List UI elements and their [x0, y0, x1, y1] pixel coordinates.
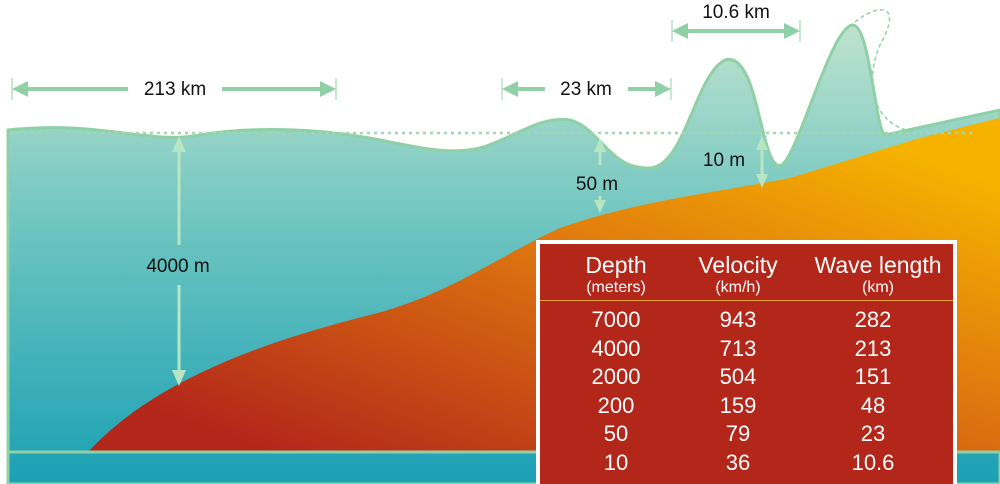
- wavelength-cell: 23: [860, 421, 886, 446]
- column-header-velocity: Velocity (km/h): [668, 252, 808, 298]
- table-row: 2000 504 151: [540, 363, 953, 392]
- column-title: Velocity: [698, 252, 778, 278]
- wavelength-cell: 10.6: [851, 449, 895, 475]
- table-body: 7000 943 282 4000 713 213 2000 504 151 2…: [540, 306, 953, 477]
- wavelength-cell: 213: [854, 335, 892, 361]
- depth-arrow-shallow: [756, 136, 768, 188]
- velocity-cell: 36: [725, 449, 751, 475]
- depth-cell: 2000: [591, 364, 641, 389]
- wavelength-arrow-coast: [671, 20, 801, 42]
- wavelength-arrow-shallow: [501, 78, 672, 100]
- depth-arrow-deep: [172, 136, 186, 386]
- velocity-cell: 79: [725, 421, 751, 446]
- column-header-depth: Depth (meters): [546, 252, 686, 298]
- table-row: 50 79 23: [540, 420, 953, 449]
- table-row: 4000 713 213: [540, 335, 953, 364]
- depth-cell: 4000: [591, 335, 641, 361]
- depth-label-mid: 50 m: [576, 174, 618, 195]
- depth-arrow-mid: [594, 138, 606, 213]
- wavelength-cell: 282: [854, 307, 892, 332]
- wavelength-cell: 48: [860, 392, 886, 418]
- table-row: 10 36 10.6: [540, 449, 953, 478]
- column-unit: (km/h): [715, 279, 761, 296]
- table-row: 200 159 48: [540, 392, 953, 421]
- velocity-cell: 504: [719, 364, 757, 389]
- depth-label-shallow: 10 m: [703, 150, 745, 171]
- depth-cell: 200: [597, 392, 635, 418]
- column-header-wavelength: Wave length (km): [803, 252, 953, 298]
- depth-cell: 7000: [591, 307, 641, 332]
- depth-cell: 50: [603, 421, 629, 446]
- breaking-wave-outline: [854, 9, 916, 133]
- depth-label-deep: 4000 m: [146, 256, 209, 277]
- depth-cell: 10: [603, 449, 629, 475]
- wavelength-label-coast: 10.6 km: [702, 2, 770, 23]
- column-title: Depth: [585, 252, 647, 278]
- wavelength-label-deep: 213 km: [144, 79, 206, 100]
- velocity-cell: 713: [719, 335, 757, 361]
- wavelength-label-shallow: 23 km: [560, 79, 612, 100]
- column-unit: (km): [862, 279, 894, 296]
- column-title: Wave length: [814, 252, 942, 278]
- velocity-table: Depth (meters) Velocity (km/h) Wave leng…: [536, 240, 957, 484]
- column-unit: (meters): [586, 279, 646, 296]
- header-divider: [540, 300, 953, 301]
- velocity-cell: 943: [719, 307, 757, 332]
- wavelength-cell: 151: [854, 364, 892, 389]
- velocity-cell: 159: [719, 392, 757, 418]
- table-row: 7000 943 282: [540, 306, 953, 335]
- wavelength-arrow-deep: [11, 78, 337, 100]
